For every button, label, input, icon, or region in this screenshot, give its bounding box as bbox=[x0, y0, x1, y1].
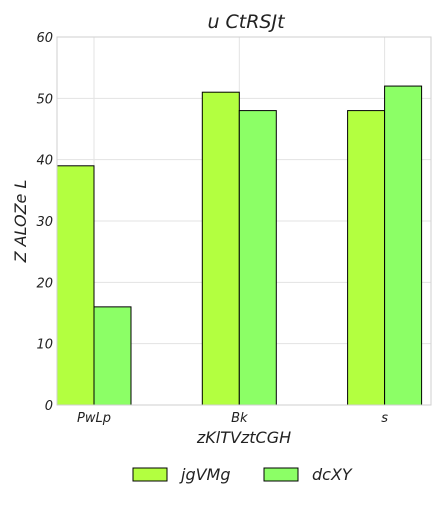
legend: jgVMg dcXY bbox=[132, 465, 353, 484]
legend-swatch-dcXY bbox=[263, 467, 299, 482]
y-tick-label: 30 bbox=[36, 215, 53, 230]
x-axis-label: zKlTVztCGH bbox=[196, 428, 291, 447]
y-tick-label: 50 bbox=[36, 92, 53, 107]
x-tick-label: Bk bbox=[231, 411, 248, 426]
bar-jgVMg-PwLp bbox=[56, 165, 95, 406]
y-tick-label: 0 bbox=[45, 399, 53, 414]
x-tick-label: s bbox=[381, 411, 388, 426]
x-axis-ticks: PwLp Bk s bbox=[77, 411, 388, 426]
bar-jgVMg-s bbox=[347, 110, 386, 406]
chart-title: u CtRSJt bbox=[207, 11, 286, 33]
bar-jgVMg-Bk bbox=[201, 91, 240, 406]
y-tick-label: 20 bbox=[36, 276, 53, 291]
y-tick-label: 60 bbox=[36, 31, 53, 46]
bar-dcXY-PwLp bbox=[93, 306, 132, 406]
y-axis-label: Z ALOZe L bbox=[11, 180, 30, 264]
y-axis-ticks: 0 10 20 30 40 50 60 bbox=[36, 31, 53, 414]
x-tick-label: PwLp bbox=[77, 411, 111, 426]
legend-swatch-jgVMg bbox=[132, 467, 168, 482]
bars bbox=[56, 85, 423, 406]
bar-dcXY-s bbox=[384, 85, 423, 406]
legend-label: jgVMg bbox=[179, 465, 231, 484]
bar-dcXY-Bk bbox=[238, 110, 277, 406]
y-tick-label: 10 bbox=[36, 338, 53, 353]
plot-frame bbox=[56, 36, 432, 406]
y-tick-label: 40 bbox=[36, 154, 53, 169]
legend-label: dcXY bbox=[312, 465, 353, 484]
